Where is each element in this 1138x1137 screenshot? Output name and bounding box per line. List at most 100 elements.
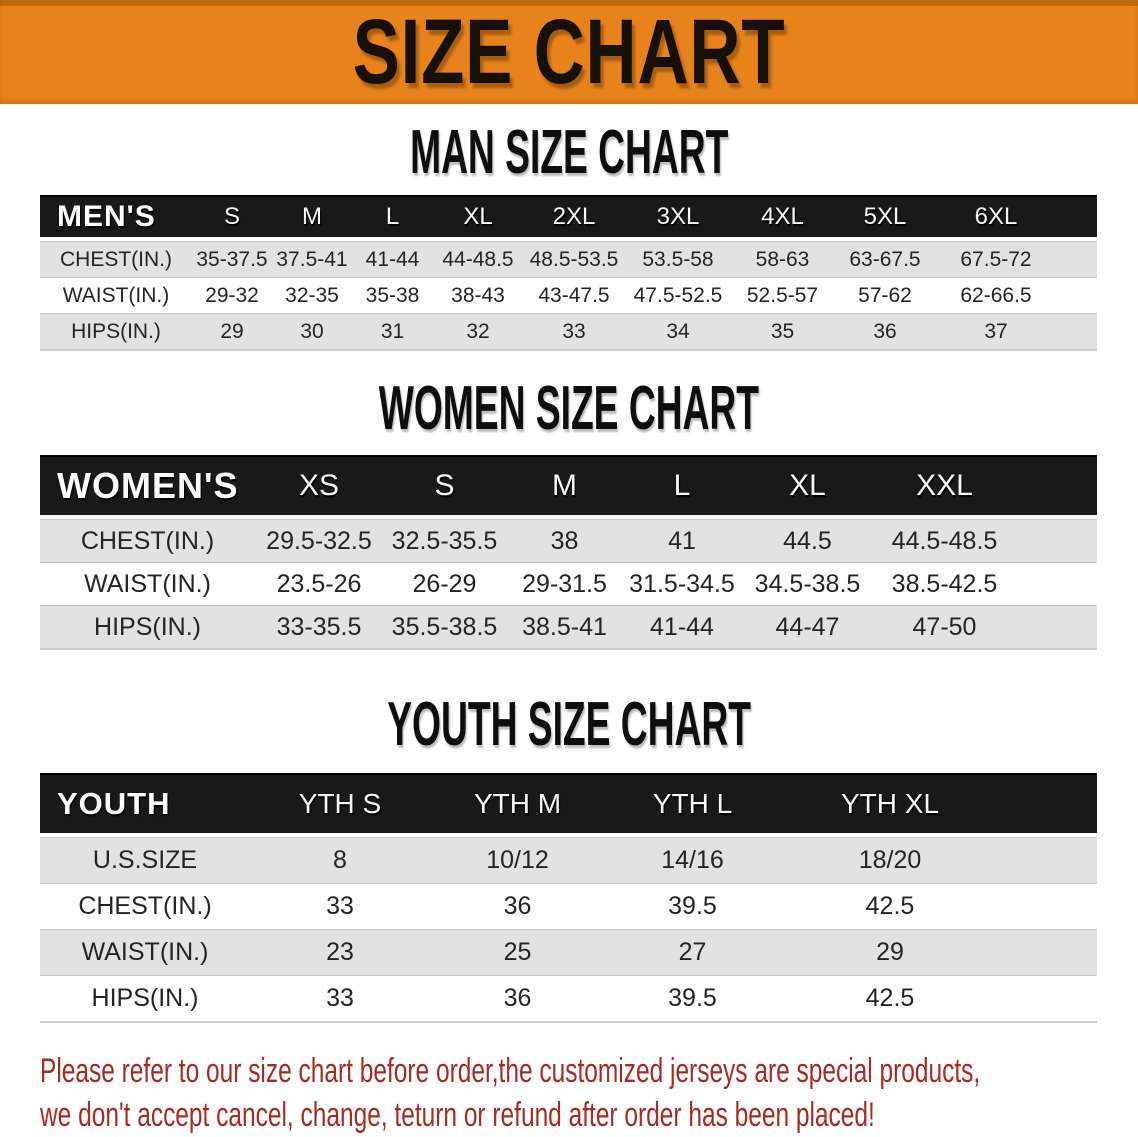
size-value-cell: 10/12 xyxy=(430,837,605,884)
measurement-row-label: U.S.SIZE xyxy=(40,837,250,884)
size-column-header: M xyxy=(272,195,352,241)
size-column-header: YTH S xyxy=(250,773,430,837)
youth-size-table: YOUTH YTH S YTH M YTH L YTH XL U.S.SIZE 8 10/12… xyxy=(40,773,1097,1023)
size-value-cell: 29.5-32.5 xyxy=(255,519,383,563)
size-value-cell: 67.5-72 xyxy=(936,241,1056,278)
size-value-cell: 41-44 xyxy=(352,241,433,278)
size-value-cell: 43-47.5 xyxy=(538,283,610,307)
table-row: U.S.SIZE 8 10/12 14/16 18/20 xyxy=(40,837,1097,884)
size-value-cell: 32-35 xyxy=(285,283,339,307)
spacer-cell xyxy=(1000,884,1097,929)
spacer-cell xyxy=(1000,929,1097,976)
women-chart-heading-text: WOMEN SIZE CHART xyxy=(378,374,760,443)
size-column-header: XL xyxy=(433,195,523,241)
men-size-table: MEN'S S M L XL 2XL 3XL 4XL 5XL 6XL CHEST(IN.) 35-37… xyxy=(40,195,1097,351)
size-column-header: XL xyxy=(741,455,874,519)
size-value-cell: 34.5-38.5 xyxy=(754,569,861,598)
spacer-cell xyxy=(1056,241,1097,278)
measurement-row-label: CHEST(IN.) xyxy=(40,519,255,563)
size-value-cell: 29-32 xyxy=(205,283,259,307)
size-value-cell: 23 xyxy=(250,929,430,976)
size-value-cell: 42.5 xyxy=(865,892,915,920)
size-value-cell: 34 xyxy=(625,313,731,351)
table-row: HIPS(IN.) 33-35.5 35.5-38.5 38.5-41 41-44 44-… xyxy=(40,605,1097,650)
spacer-cell xyxy=(1000,837,1097,884)
size-value-cell: 33 xyxy=(326,892,354,920)
table-row: HIPS(IN.) 33 36 39.5 42.5 xyxy=(40,976,1097,1023)
measurement-row-label: HIPS(IN.) xyxy=(40,605,255,650)
size-column-header: L xyxy=(352,195,433,241)
size-column-header: YTH M xyxy=(430,773,605,837)
size-column-header: 2XL xyxy=(523,195,625,241)
disclaimer-line: Please refer to our size chart before or… xyxy=(40,1052,981,1090)
measurement-row-label: CHEST(IN.) xyxy=(78,892,212,920)
size-value-cell: 18/20 xyxy=(780,837,1000,884)
size-value-cell: 35.5-38.5 xyxy=(383,605,506,650)
size-column-header: M xyxy=(506,455,623,519)
women-chart-heading: WOMEN SIZE CHART xyxy=(0,374,1138,443)
size-value-cell: 35-37.5 xyxy=(192,241,272,278)
size-value-cell: 33 xyxy=(523,313,625,351)
size-value-cell: 29-31.5 xyxy=(522,569,607,598)
disclaimer: Please refer to our size chart before or… xyxy=(40,1049,1138,1137)
size-value-cell: 29 xyxy=(780,929,1000,976)
size-value-cell: 33 xyxy=(250,976,430,1023)
size-value-cell: 62-66.5 xyxy=(960,283,1032,307)
spacer-cell xyxy=(1056,195,1097,241)
size-value-cell: 29 xyxy=(192,313,272,351)
size-value-cell: 48.5-53.5 xyxy=(523,241,625,278)
size-value-cell: 38.5-41 xyxy=(506,605,623,650)
size-value-cell: 23.5-26 xyxy=(276,569,362,598)
table-row: CHEST(IN.) 33 36 39.5 42.5 xyxy=(40,884,1097,929)
size-value-cell: 37 xyxy=(936,313,1056,351)
size-column-header: S xyxy=(192,195,272,241)
disclaimer-line: we don't accept cancel, change, teturn o… xyxy=(40,1096,875,1134)
men-chart-heading-text: MAN SIZE CHART xyxy=(409,118,729,187)
size-value-cell: 25 xyxy=(430,929,605,976)
size-value-cell: 32 xyxy=(433,313,523,351)
table-header-row: WOMEN'S XS S M L XL XXL xyxy=(40,455,1097,519)
table-row: CHEST(IN.) 35-37.5 37.5-41 41-44 44-48.5 48.5… xyxy=(40,241,1097,278)
size-value-cell: 41 xyxy=(623,519,741,563)
measurement-row-label: WAIST(IN.) xyxy=(84,569,211,598)
banner-title: SIZE CHART xyxy=(352,1,786,103)
women-size-table: WOMEN'S XS S M L XL XXL CHEST(IN.) 29.5-32.5 32.5… xyxy=(40,455,1097,650)
size-value-cell: 42.5 xyxy=(780,976,1000,1023)
spacer-cell xyxy=(1000,976,1097,1023)
table-header-row: MEN'S S M L XL 2XL 3XL 4XL 5XL 6XL xyxy=(40,195,1097,241)
size-value-cell: 38.5-42.5 xyxy=(891,569,998,598)
size-value-cell: 30 xyxy=(272,313,352,351)
size-value-cell: 44-47 xyxy=(741,605,874,650)
size-value-cell: 26-29 xyxy=(412,569,477,598)
measurement-row-label: HIPS(IN.) xyxy=(40,313,192,351)
measurement-row-label: WAIST(IN.) xyxy=(62,283,170,307)
size-value-cell: 38-43 xyxy=(451,283,505,307)
table-row: HIPS(IN.) 29 30 31 32 33 34 35 36 37 xyxy=(40,313,1097,351)
size-value-cell: 36 xyxy=(430,976,605,1023)
table-row: WAIST(IN.) 23.5-26 26-29 29-31.5 31.5-34.5 34… xyxy=(40,563,1097,605)
men-chart-heading: MAN SIZE CHART xyxy=(0,118,1138,187)
size-value-cell: 32.5-35.5 xyxy=(383,519,506,563)
size-value-cell: 53.5-58 xyxy=(625,241,731,278)
spacer-cell xyxy=(1056,278,1097,313)
size-value-cell: 57-62 xyxy=(858,283,912,307)
youth-chart-heading: YOUTH SIZE CHART xyxy=(0,694,1138,756)
table-corner-label: WOMEN'S xyxy=(40,455,255,519)
size-column-header: XXL xyxy=(874,455,1015,519)
size-value-cell: 37.5-41 xyxy=(272,241,352,278)
spacer-cell xyxy=(1056,313,1097,351)
size-column-header: XS xyxy=(255,455,383,519)
table-corner-label: YOUTH xyxy=(40,773,250,837)
size-value-cell: 31 xyxy=(352,313,433,351)
size-value-cell: 52.5-57 xyxy=(746,283,819,307)
size-value-cell: 47-50 xyxy=(874,605,1015,650)
table-row: WAIST(IN.) 23 25 27 29 xyxy=(40,929,1097,976)
spacer-cell xyxy=(1000,773,1097,837)
size-value-cell: 8 xyxy=(250,837,430,884)
table-corner-label: MEN'S xyxy=(40,195,192,241)
size-value-cell: 31.5-34.5 xyxy=(629,569,735,598)
size-column-header: S xyxy=(383,455,506,519)
banner: SIZE CHART xyxy=(0,0,1138,104)
size-value-cell: 33-35.5 xyxy=(255,605,383,650)
